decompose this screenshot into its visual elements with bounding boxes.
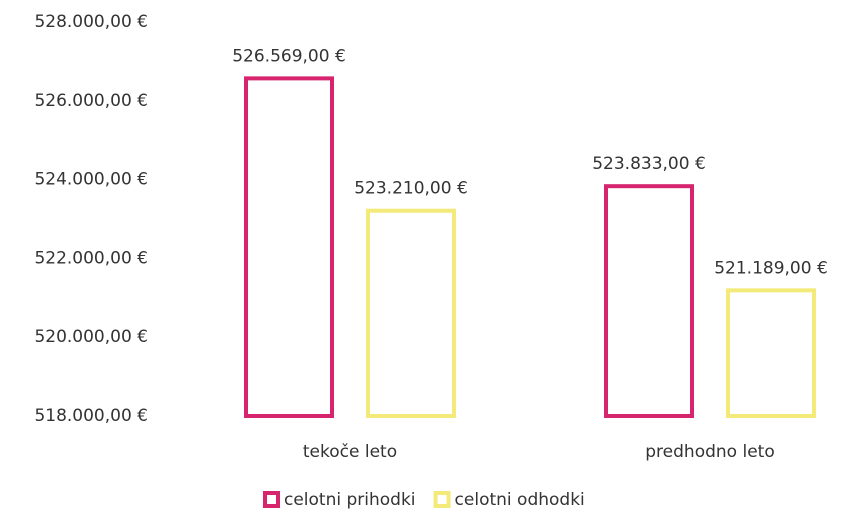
legend-swatch xyxy=(263,491,280,508)
y-tick-label: 526.000,00 € xyxy=(34,91,148,111)
x-tick-label: tekoče leto xyxy=(303,442,397,462)
bar xyxy=(244,76,334,418)
bar xyxy=(726,288,816,418)
y-tick-label: 518.000,00 € xyxy=(34,406,148,426)
bar xyxy=(366,208,456,418)
bar xyxy=(604,184,694,418)
legend-label: celotni prihodki xyxy=(284,490,416,510)
legend-swatch xyxy=(433,491,451,508)
data-label: 523.210,00 € xyxy=(354,179,468,199)
y-tick-label: 520.000,00 € xyxy=(34,327,148,347)
data-label: 523.833,00 € xyxy=(592,154,706,174)
data-label: 526.569,00 € xyxy=(232,46,346,66)
y-tick-label: 522.000,00 € xyxy=(34,248,148,268)
legend-label: celotni odhodki xyxy=(455,490,585,510)
y-tick-label: 524.000,00 € xyxy=(34,170,148,190)
y-tick-label: 528.000,00 € xyxy=(34,12,148,32)
data-label: 521.189,00 € xyxy=(714,258,828,278)
x-tick-label: predhodno leto xyxy=(645,442,774,462)
